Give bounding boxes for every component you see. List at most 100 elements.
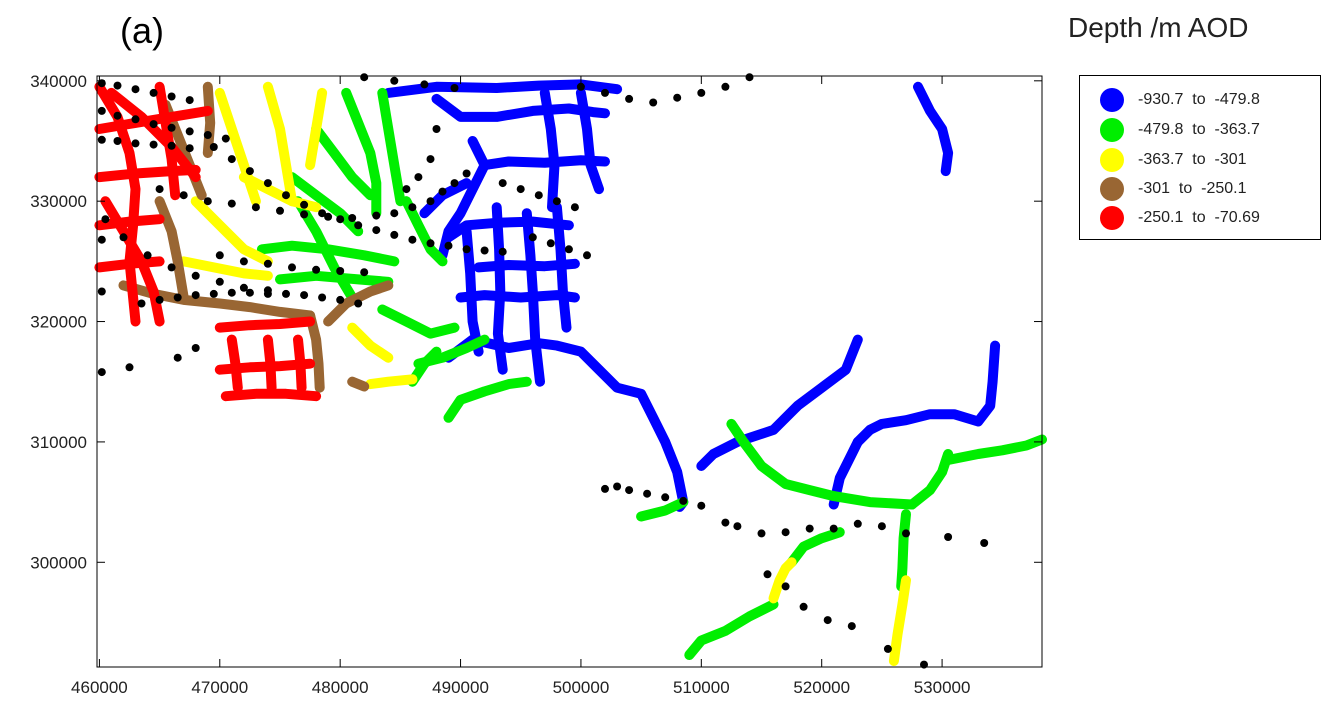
control-point: [414, 173, 423, 182]
control-point: [155, 185, 164, 194]
control-point: [173, 293, 182, 302]
control-point: [282, 191, 290, 200]
control-point: [372, 226, 381, 235]
control-point: [318, 209, 327, 218]
control-point: [149, 140, 158, 149]
survey-line: [539, 87, 560, 213]
legend-item-label: -301 to -250.1: [1138, 180, 1247, 197]
legend-item: -930.7 to -479.8: [1100, 88, 1260, 112]
control-point: [167, 92, 176, 101]
survey-line: [636, 497, 689, 522]
control-point: [601, 484, 609, 493]
survey-line: [443, 334, 689, 512]
control-point: [829, 524, 838, 533]
control-point: [498, 247, 507, 256]
control-point: [348, 214, 357, 222]
axis-ticks: [97, 76, 1042, 667]
control-point: [137, 299, 146, 308]
survey-line: [888, 575, 911, 666]
survey-line: [305, 310, 325, 393]
control-point: [564, 245, 573, 254]
control-point: [215, 277, 224, 286]
control-point: [221, 134, 230, 143]
control-point: [149, 88, 158, 97]
control-point: [185, 144, 194, 153]
control-point: [745, 73, 754, 82]
y-tick-label: 300000: [30, 553, 87, 572]
control-point: [113, 137, 122, 145]
control-point: [203, 131, 212, 139]
control-point: [697, 88, 706, 97]
control-point: [372, 211, 381, 220]
control-point: [432, 125, 441, 133]
control-point: [450, 179, 459, 188]
control-point: [613, 482, 622, 491]
control-point: [390, 209, 399, 218]
x-tick-label: 510000: [673, 678, 730, 697]
survey-line: [407, 346, 442, 387]
survey-line: [455, 290, 580, 303]
control-point: [360, 73, 369, 82]
survey-line: [907, 449, 954, 510]
control-point: [601, 88, 609, 97]
control-point: [354, 299, 363, 308]
control-point: [203, 197, 212, 206]
control-point: [902, 529, 910, 538]
control-point: [883, 644, 892, 653]
control-point: [679, 496, 688, 505]
control-point: [300, 210, 309, 219]
survey-line: [768, 557, 797, 604]
survey-line: [551, 202, 572, 333]
y-tick-label: 310000: [30, 433, 87, 452]
legend-title: Depth /m AOD: [1068, 12, 1249, 43]
control-point: [438, 187, 447, 196]
survey-line: [100, 196, 165, 327]
control-point: [149, 120, 158, 129]
control-point: [131, 115, 140, 124]
legend-item-label: -250.1 to -70.69: [1138, 209, 1260, 226]
control-point: [354, 221, 363, 230]
control-point: [847, 622, 856, 631]
survey-lines: [94, 79, 1047, 666]
control-point: [318, 293, 327, 302]
control-point: [546, 239, 555, 248]
survey-line: [377, 304, 460, 339]
plot-frame: [96, 75, 1043, 668]
survey-line: [943, 434, 1047, 465]
control-point: [97, 135, 106, 144]
control-point: [534, 191, 543, 200]
survey-line: [154, 196, 189, 303]
control-point: [643, 489, 652, 498]
y-tick-label: 330000: [30, 192, 87, 211]
x-tick-label: 480000: [312, 678, 369, 697]
survey-line: [696, 334, 863, 471]
control-point: [697, 501, 706, 510]
control-point: [625, 486, 634, 495]
x-tick-label: 520000: [793, 678, 850, 697]
legend-item: -301 to -250.1: [1100, 177, 1247, 201]
survey-line: [896, 509, 911, 592]
survey-line: [190, 196, 273, 267]
control-point: [300, 200, 309, 209]
control-point: [408, 235, 417, 244]
control-point: [576, 82, 585, 91]
control-point: [245, 167, 254, 176]
legend-swatch: [1100, 177, 1124, 201]
control-point: [781, 582, 790, 591]
legend-item: -250.1 to -70.69: [1100, 206, 1260, 230]
control-point: [336, 295, 345, 304]
control-point: [570, 203, 579, 212]
control-point: [408, 203, 417, 212]
control-point: [113, 81, 122, 90]
survey-line: [786, 527, 845, 568]
control-point: [324, 212, 333, 221]
control-point: [781, 528, 790, 537]
control-point: [336, 267, 345, 275]
control-point: [402, 185, 411, 194]
survey-line: [401, 196, 448, 267]
legend-item: -363.7 to -301: [1100, 148, 1247, 172]
control-point: [245, 288, 254, 297]
control-point: [97, 287, 106, 296]
control-point: [462, 245, 471, 254]
x-tick-label: 530000: [914, 678, 971, 697]
